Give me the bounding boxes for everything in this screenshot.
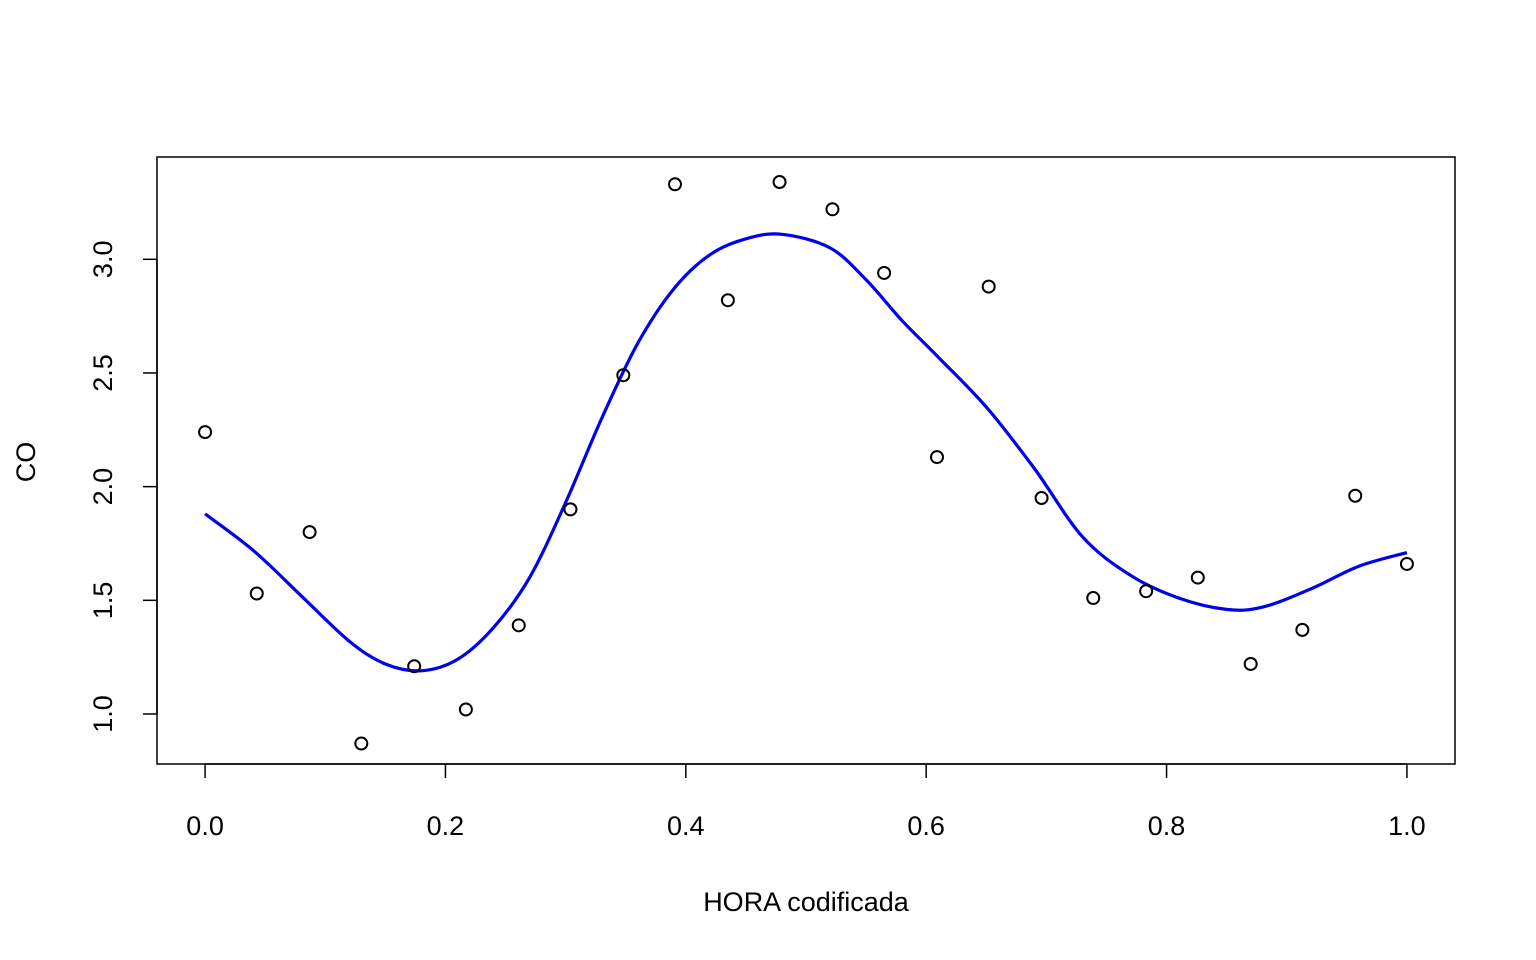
y-tick-label: 3.0 (88, 241, 118, 279)
data-point (616, 368, 631, 383)
data-point (1243, 656, 1258, 671)
data-point (981, 279, 996, 294)
data-point (1139, 584, 1154, 599)
data-point (772, 175, 787, 190)
x-tick-label: 0.6 (907, 811, 945, 841)
data-point (1295, 622, 1310, 637)
data-point (511, 618, 526, 633)
x-tick-label: 0.0 (186, 811, 224, 841)
data-points (198, 175, 1414, 751)
x-tick-label: 0.4 (667, 811, 705, 841)
data-point (1190, 570, 1205, 585)
data-point (458, 702, 473, 717)
x-axis-title: HORA codificada (703, 887, 910, 917)
data-point (198, 425, 213, 440)
data-point (407, 659, 422, 674)
data-point (877, 265, 892, 280)
data-point (825, 202, 840, 217)
data-point (249, 586, 264, 601)
x-tick-label: 0.2 (427, 811, 465, 841)
data-point (1086, 591, 1101, 606)
data-point (1348, 488, 1363, 503)
y-tick-label: 2.0 (88, 468, 118, 506)
plot-frame (156, 156, 1456, 765)
x-tick-label: 1.0 (1388, 811, 1426, 841)
y-tick-label: 1.0 (88, 695, 118, 733)
data-point (1399, 556, 1414, 571)
x-tick-label: 0.8 (1148, 811, 1186, 841)
y-tick-label: 1.5 (88, 582, 118, 620)
data-point (1034, 491, 1049, 506)
data-point (930, 450, 945, 465)
data-point (667, 177, 682, 192)
data-point (302, 525, 317, 540)
y-tick-label: 2.5 (88, 354, 118, 392)
data-point (563, 502, 578, 517)
smooth-line (204, 232, 1408, 673)
data-point (354, 736, 369, 751)
x-axis: 0.0 0.2 0.4 0.6 0.8 1.0 (186, 763, 1426, 841)
data-point (720, 293, 735, 308)
y-axis-title: CO (11, 442, 41, 483)
y-axis: 1.0 1.5 2.0 2.5 3.0 (88, 241, 158, 733)
